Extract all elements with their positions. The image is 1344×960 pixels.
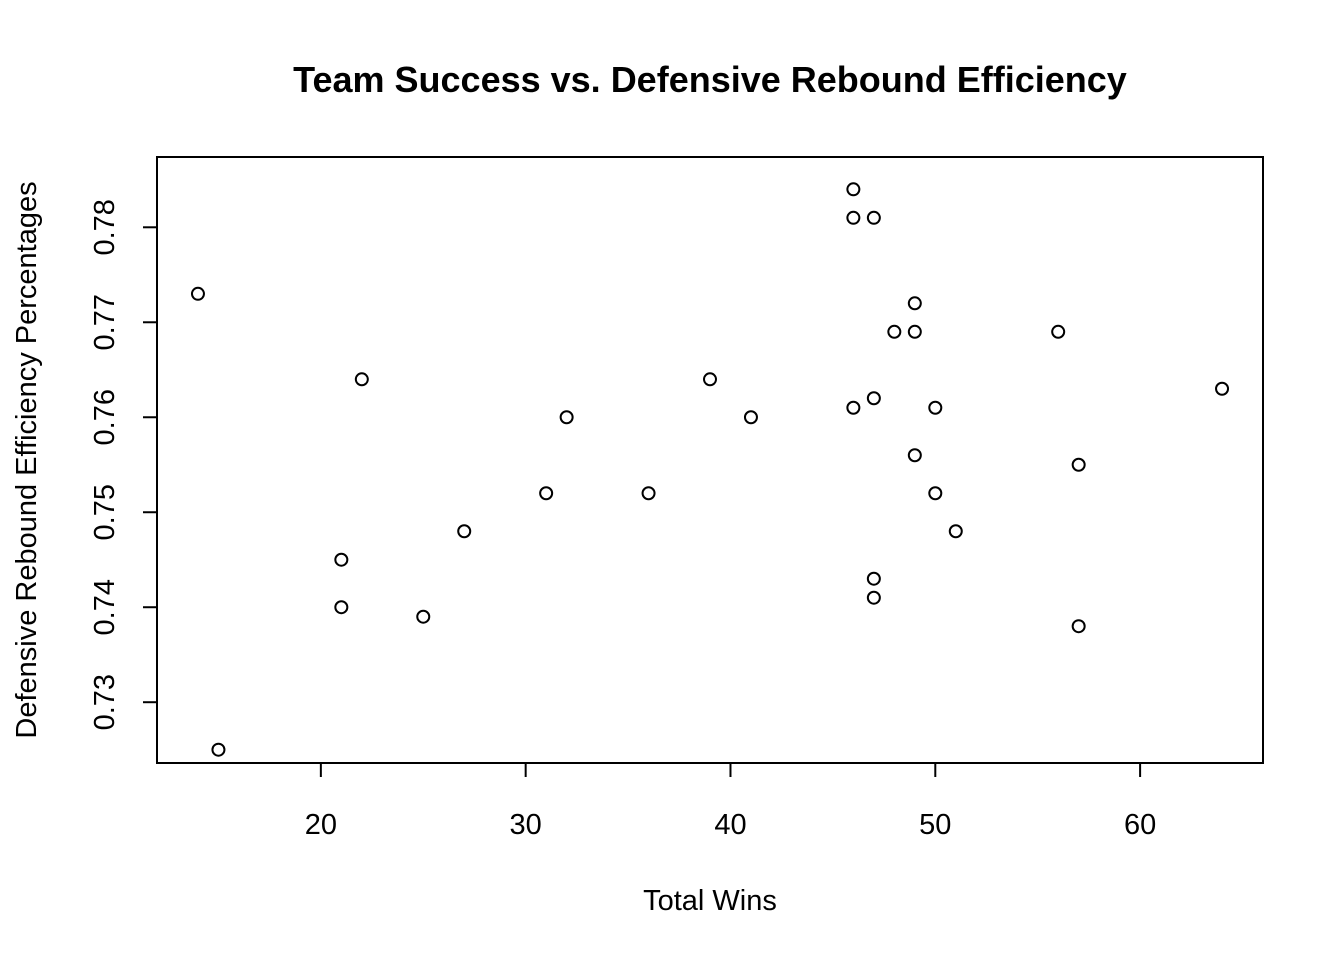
data-point — [846, 400, 861, 415]
x-tick-label: 50 — [919, 809, 951, 841]
data-point — [907, 448, 922, 463]
y-axis: 0.73 0.74 0.75 0.76 0.77 0.78 — [89, 199, 158, 730]
data-point — [743, 410, 758, 425]
data-point — [703, 372, 717, 387]
y-axis-label: Defensive Rebound Efficiency Percentages — [11, 181, 43, 738]
x-axis-label: Total Wins — [643, 885, 777, 917]
data-point — [907, 296, 922, 311]
y-tick-label: 0.76 — [89, 389, 121, 445]
x-tick-label: 20 — [305, 809, 337, 841]
data-point — [1215, 381, 1230, 396]
x-tick-label: 30 — [510, 809, 542, 841]
data-point — [948, 524, 963, 539]
data-point — [190, 286, 205, 301]
data-point — [334, 552, 349, 567]
data-point — [539, 486, 554, 501]
data-point — [928, 400, 943, 415]
y-tick-label: 0.77 — [89, 294, 121, 350]
data-point — [559, 410, 574, 425]
data-point — [866, 571, 881, 586]
data-point — [416, 609, 431, 624]
data-point — [928, 486, 943, 501]
data-point — [846, 182, 861, 197]
data-point — [866, 590, 881, 605]
data-point — [846, 210, 861, 225]
data-point — [1051, 324, 1066, 339]
x-tick-label: 60 — [1124, 809, 1156, 841]
x-axis: 20 30 40 50 60 — [305, 762, 1156, 841]
data-point — [887, 324, 902, 339]
data-point — [641, 486, 656, 501]
data-point — [334, 600, 349, 615]
y-tick-label: 0.75 — [89, 484, 121, 540]
data-point — [354, 372, 369, 387]
data-point — [1071, 457, 1086, 472]
data-points — [190, 182, 1230, 757]
y-tick-label: 0.74 — [89, 579, 121, 635]
y-tick-label: 0.78 — [89, 199, 121, 255]
data-point — [1071, 619, 1086, 634]
data-point — [866, 210, 881, 225]
y-tick-label: 0.73 — [89, 674, 121, 730]
data-point — [866, 391, 881, 406]
x-tick-label: 40 — [714, 809, 746, 841]
data-point — [907, 324, 922, 339]
data-point — [211, 742, 226, 757]
data-point — [457, 524, 472, 539]
chart-title: Team Success vs. Defensive Rebound Effic… — [293, 59, 1127, 100]
plot-frame — [156, 156, 1264, 764]
